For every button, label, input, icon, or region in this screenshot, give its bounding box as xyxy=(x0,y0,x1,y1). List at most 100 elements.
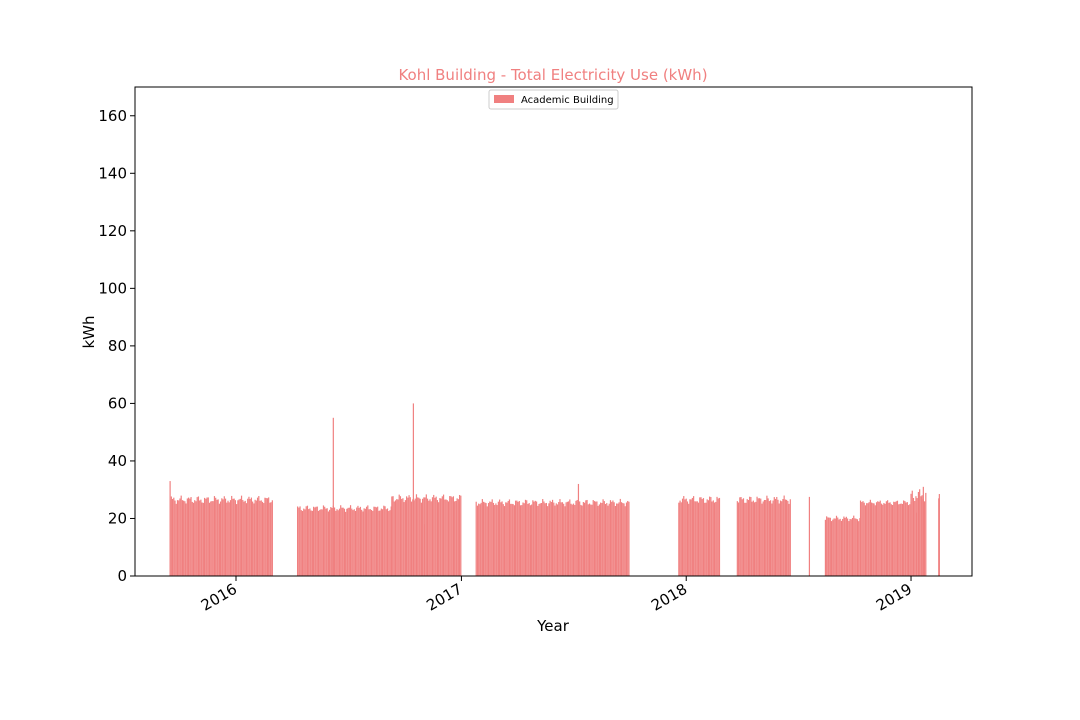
bar xyxy=(590,504,592,576)
bar xyxy=(486,506,488,576)
bar xyxy=(442,494,445,576)
bar xyxy=(197,496,200,576)
bar xyxy=(899,503,901,576)
bar xyxy=(394,500,397,576)
bar xyxy=(223,496,225,576)
bar xyxy=(898,504,900,576)
bar xyxy=(579,501,581,576)
bar xyxy=(768,501,770,576)
bar xyxy=(402,498,404,576)
bar xyxy=(301,510,304,576)
bar xyxy=(184,501,186,576)
bar xyxy=(250,497,253,576)
bar xyxy=(423,497,425,576)
bar xyxy=(311,510,313,576)
bar xyxy=(563,503,565,576)
bar xyxy=(300,510,302,576)
bar xyxy=(547,506,549,576)
bar xyxy=(362,511,364,576)
bar xyxy=(396,499,398,576)
bar xyxy=(228,502,230,576)
bar xyxy=(399,496,402,576)
bar xyxy=(220,501,222,576)
bar xyxy=(862,501,864,576)
bar xyxy=(736,501,738,576)
bar xyxy=(890,504,892,576)
bar xyxy=(428,500,430,576)
bar xyxy=(502,504,504,576)
bar xyxy=(336,509,338,576)
bar xyxy=(616,503,618,576)
bar xyxy=(853,515,855,576)
bar xyxy=(863,502,865,576)
bar xyxy=(356,507,358,576)
bar xyxy=(401,498,403,576)
bar xyxy=(450,496,452,576)
bar xyxy=(352,510,354,576)
bar xyxy=(571,504,573,576)
bar xyxy=(207,497,209,576)
bar xyxy=(923,501,926,576)
bar xyxy=(739,497,741,576)
bar xyxy=(319,509,321,576)
bar xyxy=(689,499,691,576)
bar xyxy=(367,505,369,576)
bar xyxy=(358,507,360,576)
bar xyxy=(611,501,613,576)
bar xyxy=(271,500,273,576)
bar xyxy=(548,503,550,576)
bar xyxy=(430,501,432,576)
bar xyxy=(827,517,829,576)
bar xyxy=(397,499,399,576)
bar xyxy=(688,503,690,576)
bar xyxy=(440,498,442,576)
bar xyxy=(873,503,875,576)
bar xyxy=(517,501,519,576)
bar xyxy=(347,507,349,576)
bar xyxy=(911,490,913,576)
bar xyxy=(190,497,192,576)
bar xyxy=(574,504,576,576)
bar xyxy=(359,506,362,576)
bar xyxy=(771,503,773,576)
bar xyxy=(176,500,179,576)
bar xyxy=(479,504,481,576)
bar xyxy=(544,503,546,576)
bar xyxy=(510,503,512,576)
bar xyxy=(623,503,625,576)
bar xyxy=(774,498,777,576)
bar xyxy=(874,505,876,576)
bar xyxy=(492,502,495,576)
bar xyxy=(441,496,443,576)
bar xyxy=(551,499,554,576)
bar xyxy=(695,501,697,576)
bar xyxy=(475,501,477,576)
bar xyxy=(206,497,208,576)
bar xyxy=(393,501,395,576)
bar xyxy=(476,505,479,576)
bar xyxy=(830,521,833,576)
bar xyxy=(565,502,567,576)
bar xyxy=(848,521,850,576)
bar xyxy=(383,505,385,576)
bar xyxy=(883,503,885,576)
bar xyxy=(875,502,878,576)
bar xyxy=(196,497,198,576)
bar xyxy=(331,507,333,576)
bar xyxy=(490,501,492,576)
bar xyxy=(480,502,482,576)
bar xyxy=(240,495,243,576)
bar xyxy=(680,502,682,576)
bar xyxy=(522,502,524,576)
bar xyxy=(247,498,249,576)
bar xyxy=(625,502,628,576)
bar xyxy=(253,503,255,576)
bar xyxy=(349,505,352,576)
chart-title: Kohl Building - Total Electricity Use (k… xyxy=(398,66,707,84)
bar xyxy=(624,506,626,576)
bar xyxy=(243,501,245,576)
bar xyxy=(750,497,752,576)
bar xyxy=(681,498,684,576)
bar xyxy=(597,505,599,576)
bar xyxy=(906,502,908,576)
